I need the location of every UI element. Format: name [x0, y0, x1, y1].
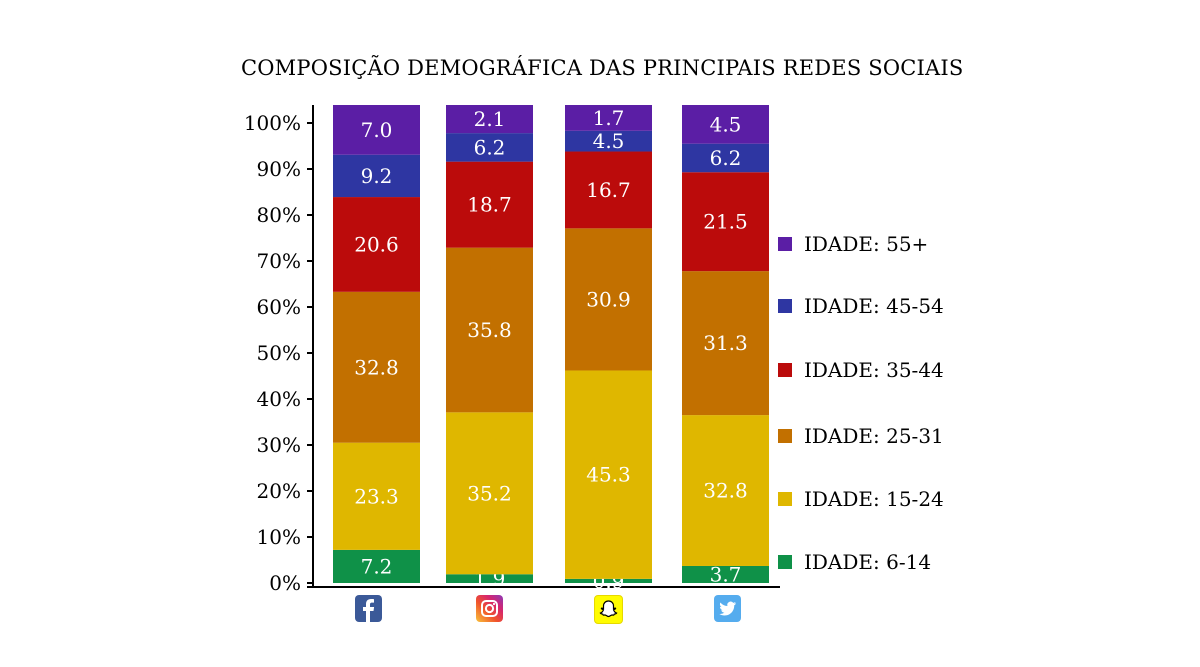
y-tick-label: 20% — [257, 479, 301, 503]
data-label: 16.7 — [586, 178, 631, 202]
bar-segment — [333, 291, 420, 443]
bar-stack-instagram: 1.935.235.818.76.22.1 — [446, 105, 533, 591]
bar-segment — [682, 105, 769, 144]
legend-label: IDADE: 6-14 — [804, 550, 932, 574]
legend-swatch — [778, 429, 792, 443]
legend-swatch — [778, 237, 792, 251]
y-tick-label: 90% — [257, 157, 301, 181]
legend-label: IDADE: 55+ — [804, 232, 929, 256]
data-label: 4.5 — [593, 129, 625, 153]
bar-segment — [565, 578, 652, 583]
data-label: 20.6 — [354, 232, 399, 256]
y-tick-label: 30% — [257, 433, 301, 457]
data-label: 45.3 — [586, 463, 631, 487]
y-tick-label: 40% — [257, 387, 301, 411]
bar-segment — [682, 271, 769, 416]
y-tick-label: 100% — [244, 111, 301, 135]
legend-item-15-24: IDADE: 15-24 — [778, 487, 944, 511]
twitter-icon — [714, 595, 741, 622]
bar-segment — [333, 105, 420, 155]
bar-segment — [333, 549, 420, 583]
data-label: 6.2 — [710, 146, 742, 170]
bar-segment — [446, 574, 533, 583]
data-label: 4.5 — [710, 112, 742, 136]
bar-segment — [446, 161, 533, 248]
bar-segment — [565, 370, 652, 579]
y-tick-label: 70% — [257, 249, 301, 273]
data-label: 32.8 — [354, 355, 399, 379]
data-label: 7.0 — [361, 118, 393, 142]
data-label: 3.7 — [710, 562, 742, 586]
bar-segment — [446, 247, 533, 413]
y-tick-label: 50% — [257, 341, 301, 365]
bar-stack-twitter: 3.7 32.8 31.3 21.5 6.2 4.5 — [682, 105, 769, 586]
legend-item-55plus: IDADE: 55+ — [778, 232, 928, 256]
bar-segment — [682, 565, 769, 583]
legend-label: IDADE: 45-54 — [804, 294, 944, 318]
data-label: 35.2 — [467, 481, 512, 505]
data-label: 9.2 — [361, 164, 393, 188]
legend-item-6-14: IDADE: 6-14 — [778, 550, 931, 574]
instagram-icon — [476, 595, 503, 622]
snapchat-icon — [594, 595, 623, 624]
y-axis: 0% 10% 20% 30% 40% 50% 60% 70% 80% 90% 100% — [244, 105, 780, 595]
legend-swatch — [778, 555, 792, 569]
data-label: 21.5 — [703, 210, 748, 234]
bar-segment — [682, 143, 769, 173]
data-label: 18.7 — [467, 193, 512, 217]
legend-item-45-54: IDADE: 45-54 — [778, 294, 944, 318]
data-label: 30.9 — [586, 287, 631, 311]
bar-segment — [333, 442, 420, 550]
bar-segment — [682, 415, 769, 566]
bar-stack-facebook: 7.2 23.3 32.8 20.6 9.2 7.0 — [333, 105, 420, 583]
bar-segment — [565, 105, 652, 131]
bar-segment — [565, 151, 652, 229]
bar-segment — [682, 172, 769, 272]
data-label: 2.1 — [474, 107, 506, 131]
legend-label: IDADE: 15-24 — [804, 487, 944, 511]
facebook-icon — [355, 595, 382, 622]
chart-title: COMPOSIÇÃO DEMOGRÁFICA DAS PRINCIPAIS RE… — [241, 56, 964, 80]
legend-item-25-31: IDADE: 25-31 — [778, 424, 944, 448]
data-label: 1.7 — [593, 106, 625, 130]
bar-segment — [333, 197, 420, 292]
legend-label: IDADE: 35-44 — [804, 358, 944, 382]
bars: 7.223.332.820.69.27.01.935.235.818.76.22… — [333, 105, 769, 593]
bar-segment — [446, 412, 533, 575]
bar-segment — [446, 133, 533, 162]
bar-segment — [565, 228, 652, 371]
legend-label: IDADE: 25-31 — [804, 424, 944, 448]
y-tick-label: 10% — [257, 525, 301, 549]
y-tick-label: 60% — [257, 295, 301, 319]
data-label: 7.2 — [361, 554, 393, 578]
legend-item-35-44: IDADE: 35-44 — [778, 358, 944, 382]
data-label: 32.8 — [703, 479, 748, 503]
data-label: 31.3 — [703, 331, 748, 355]
legend-swatch — [778, 363, 792, 377]
y-tick-label: 0% — [269, 571, 301, 595]
bar-segment — [446, 105, 533, 134]
data-label: 23.3 — [354, 484, 399, 508]
bar-stack-snapchat: 0.945.330.916.74.51.7 — [565, 105, 652, 593]
legend-swatch — [778, 492, 792, 506]
data-label: 6.2 — [474, 135, 506, 159]
bar-segment — [333, 154, 420, 198]
legend-swatch — [778, 299, 792, 313]
data-label: 35.8 — [467, 318, 512, 342]
bar-segment — [565, 130, 652, 152]
y-tick-label: 80% — [257, 203, 301, 227]
